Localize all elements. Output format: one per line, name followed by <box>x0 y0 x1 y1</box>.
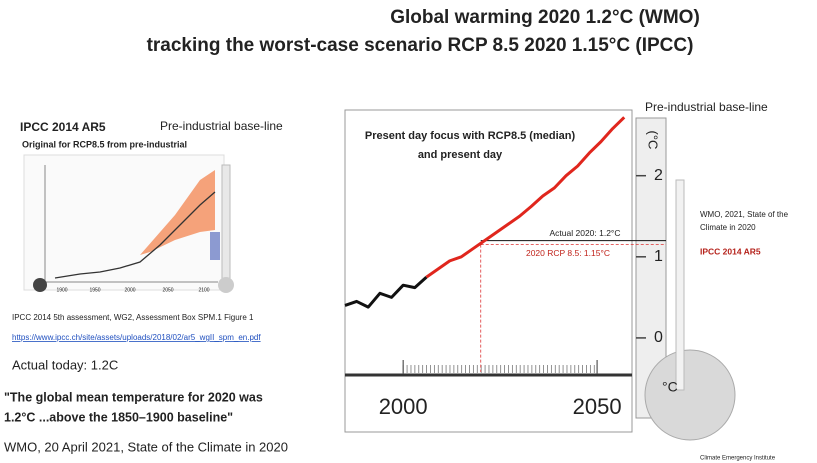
actual-label: Actual 2020: 1.2°C <box>550 228 621 238</box>
y-tick-label: 2 <box>654 167 663 184</box>
figure-tick: 1950 <box>89 287 100 293</box>
figure-tick: 2100 <box>198 287 209 293</box>
quote: 1.2°C ...above the 1850–1900 baseline" <box>4 410 233 424</box>
heading: IPCC 2014 AR5 <box>20 120 106 134</box>
figure-tick: 2000 <box>124 287 135 293</box>
rcp-label: 2020 RCP 8.5: 1.15°C <box>526 248 610 258</box>
subheading: Original for RCP8.5 from pre-industrial <box>22 139 187 149</box>
series-line <box>344 275 428 309</box>
chart-frame <box>344 109 633 433</box>
title: Global warming 2020 1.2°C (WMO) <box>390 7 700 28</box>
footer: Climate Emergency Institute <box>700 456 776 462</box>
ipcc-figure <box>23 154 234 293</box>
actual-today: Actual today: 1.2C <box>12 357 118 372</box>
y-tick-label: 1 <box>654 248 663 265</box>
title: tracking the worst-case scenario RCP 8.5… <box>147 35 694 56</box>
source: WMO, 20 April 2021, State of the Climate… <box>4 439 288 454</box>
y-tick-label: 0 <box>654 329 663 346</box>
x-tick-label: 2000 <box>379 394 428 419</box>
ruler <box>402 365 595 373</box>
series-line <box>425 116 626 279</box>
figure-tick: 2050 <box>162 287 173 293</box>
side-note: WMO, 2021, State of the <box>700 210 789 219</box>
quote: "The global mean temperature for 2020 wa… <box>4 390 263 404</box>
caption: IPCC 2014 5th assessment, WG2, Assessmen… <box>12 313 254 322</box>
link[interactable]: https://www.ipcc.ch/site/assets/uploads/… <box>12 333 261 342</box>
side-note: Climate in 2020 <box>700 223 756 232</box>
annotation: and present day <box>418 149 503 161</box>
unit-label: °C <box>662 379 678 395</box>
unit-label: (°C <box>646 131 661 150</box>
baseline-label: Pre-industrial base-line <box>160 119 283 133</box>
figure-tick: 1900 <box>56 287 67 293</box>
thermometer <box>635 117 736 441</box>
baseline-label: Pre-industrial base-line <box>645 100 768 114</box>
annotation: Present day focus with RCP8.5 (median) <box>365 130 576 142</box>
x-tick-label: 2050 <box>573 394 622 419</box>
side-note: IPCC 2014 AR5 <box>700 246 761 256</box>
